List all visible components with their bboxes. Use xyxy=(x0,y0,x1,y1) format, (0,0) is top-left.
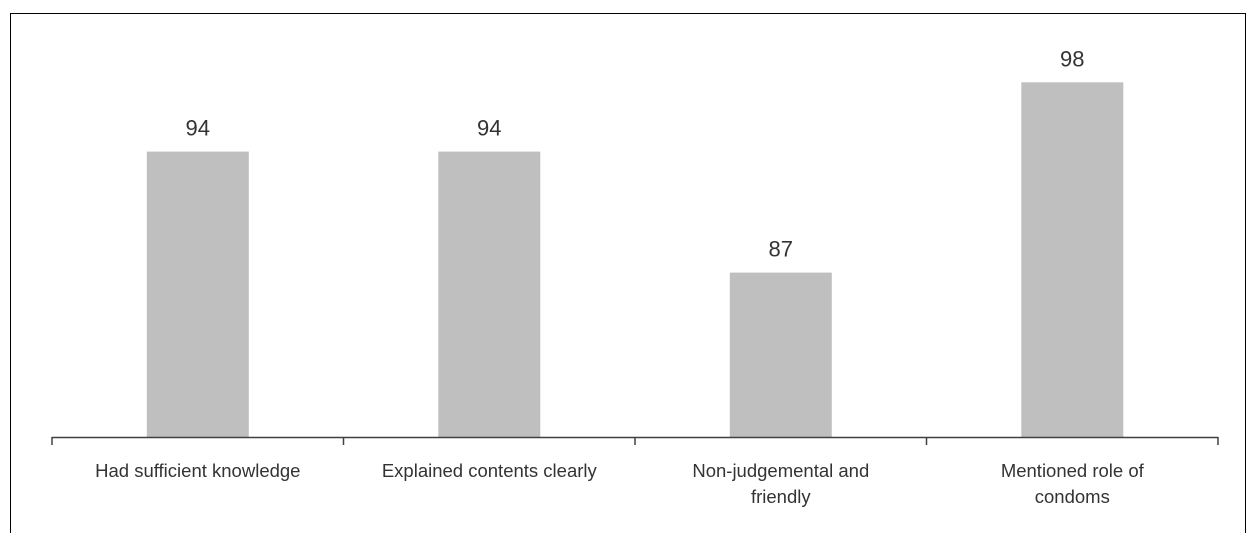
x-tick-label-line: Had sufficient knowledge xyxy=(95,460,300,481)
bar xyxy=(438,151,541,437)
bar xyxy=(146,151,249,437)
x-tick-label: Explained contents clearly xyxy=(382,460,598,481)
x-tick-label: Mentioned role of condoms xyxy=(1001,460,1145,507)
bar-value-label: 98 xyxy=(1060,46,1084,71)
bar-value-label: 94 xyxy=(477,116,501,141)
x-tick-labels: Had sufficient knowledge Explained conten… xyxy=(95,460,1145,507)
data-labels-group: 94 94 87 98 xyxy=(186,46,1085,261)
x-tick-label: Non-judgemental and friendly xyxy=(692,460,869,507)
x-tick-label-line: Explained contents clearly xyxy=(382,460,598,481)
x-tick-label-line: condoms xyxy=(1035,486,1110,507)
chart-border xyxy=(10,13,1246,533)
bar-value-label: 87 xyxy=(769,237,793,262)
x-axis xyxy=(51,436,1219,445)
bar xyxy=(1021,82,1124,438)
x-tick-label-line: Non-judgemental and xyxy=(692,460,869,481)
x-tick-label-line: Mentioned role of xyxy=(1001,460,1145,481)
bars-group xyxy=(146,82,1124,438)
x-tick-label-line: friendly xyxy=(751,486,811,507)
x-tick-label: Had sufficient knowledge xyxy=(95,460,300,481)
bar xyxy=(729,272,832,437)
bar-value-label: 94 xyxy=(186,116,210,141)
